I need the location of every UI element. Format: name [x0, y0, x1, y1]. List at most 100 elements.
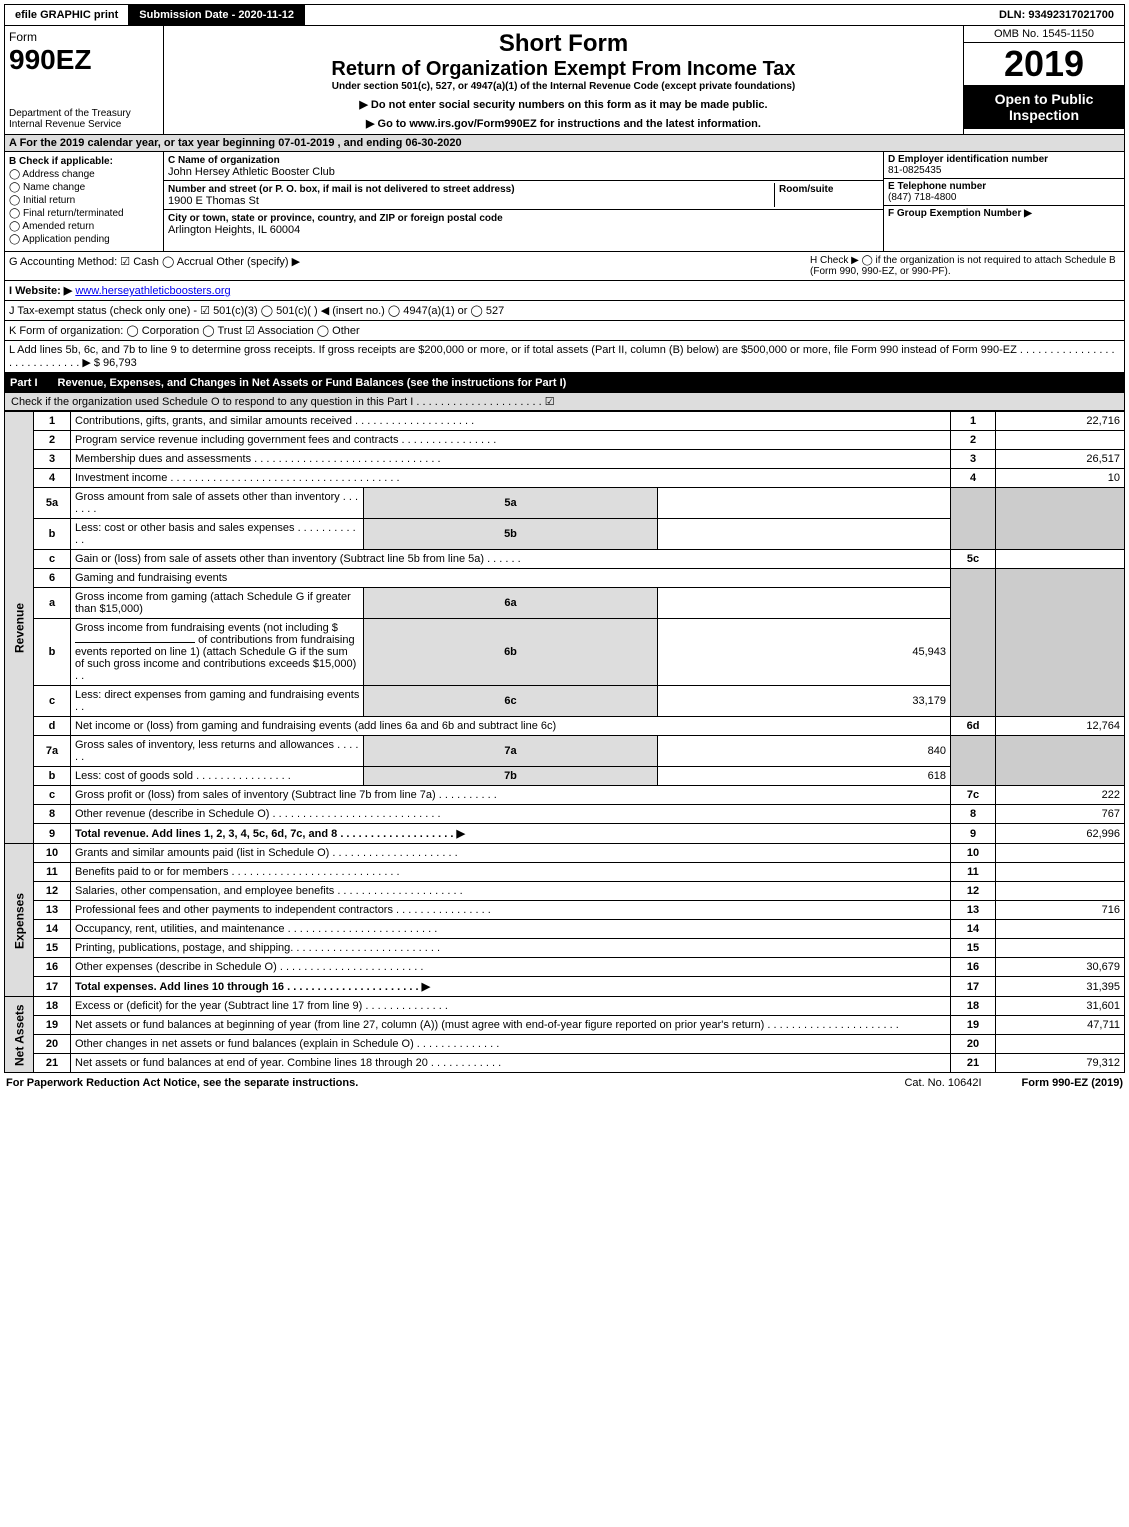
- line-15-amount: [996, 939, 1125, 958]
- part1-table: Revenue 1 Contributions, gifts, grants, …: [4, 411, 1125, 1073]
- line-16-num: 16: [34, 958, 71, 977]
- line-11-desc: Benefits paid to or for members . . . . …: [71, 863, 951, 882]
- check-application-pending[interactable]: ◯ Application pending: [9, 234, 159, 245]
- line-15-box: 15: [951, 939, 996, 958]
- line-13-desc: Professional fees and other payments to …: [71, 901, 951, 920]
- line-9-amount: 62,996: [996, 824, 1125, 844]
- form-number: 990EZ: [9, 44, 159, 76]
- line-6b-blank: [75, 642, 195, 643]
- line-5c-desc: Gain or (loss) from sale of assets other…: [71, 550, 951, 569]
- line-7c-box: 7c: [951, 786, 996, 805]
- line-5b-num: b: [34, 519, 71, 550]
- row-h-schedule-b: H Check ▶ ◯ if the organization is not r…: [810, 255, 1120, 277]
- entity-block: B Check if applicable: ◯ Address change …: [4, 152, 1125, 252]
- line-6a-amount: [657, 588, 950, 619]
- line-9-box: 9: [951, 824, 996, 844]
- line-10-desc: Grants and similar amounts paid (list in…: [71, 844, 951, 863]
- row-l-gross-receipts: L Add lines 5b, 6c, and 7b to line 9 to …: [5, 341, 1124, 372]
- website-link[interactable]: www.herseyathleticboosters.org: [75, 285, 230, 297]
- grey-6: [951, 569, 996, 717]
- line-7b-box: 7b: [364, 767, 657, 786]
- line-3-num: 3: [34, 450, 71, 469]
- line-3-amount: 26,517: [996, 450, 1125, 469]
- line-7c-num: c: [34, 786, 71, 805]
- line-7b-amount: 618: [657, 767, 950, 786]
- line-7a-desc: Gross sales of inventory, less returns a…: [71, 736, 364, 767]
- line-5a-num: 5a: [34, 488, 71, 519]
- part1-title: Revenue, Expenses, and Changes in Net As…: [58, 377, 567, 389]
- line-6a-box: 6a: [364, 588, 657, 619]
- netassets-section-label: Net Assets: [5, 997, 34, 1073]
- line-5c-box: 5c: [951, 550, 996, 569]
- line-9-desc: Total revenue. Add lines 1, 2, 3, 4, 5c,…: [71, 824, 951, 844]
- line-17-num: 17: [34, 977, 71, 997]
- line-1-amount: 22,716: [996, 412, 1125, 431]
- group-exemption-cell: F Group Exemption Number ▶: [884, 206, 1124, 221]
- line-20-amount: [996, 1035, 1125, 1054]
- line-19-amount: 47,711: [996, 1016, 1125, 1035]
- line-8-box: 8: [951, 805, 996, 824]
- line-5a-amount: [657, 488, 950, 519]
- line-7a-num: 7a: [34, 736, 71, 767]
- org-name-cell: C Name of organization John Hersey Athle…: [164, 152, 883, 181]
- line-14-num: 14: [34, 920, 71, 939]
- line-18-box: 18: [951, 997, 996, 1016]
- line-2-desc: Program service revenue including govern…: [71, 431, 951, 450]
- ein-cell: D Employer identification number 81-0825…: [884, 152, 1124, 179]
- line-13-num: 13: [34, 901, 71, 920]
- line-17-amount: 31,395: [996, 977, 1125, 997]
- website-label: I Website: ▶: [9, 285, 72, 297]
- line-21-box: 21: [951, 1054, 996, 1073]
- row-j-tax-exempt: J Tax-exempt status (check only one) - ☑…: [5, 301, 1124, 321]
- submission-date-button[interactable]: Submission Date - 2020-11-12: [129, 5, 305, 25]
- line-5b-desc: Less: cost or other basis and sales expe…: [71, 519, 364, 550]
- line-19-desc: Net assets or fund balances at beginning…: [71, 1016, 951, 1035]
- line-3-desc: Membership dues and assessments . . . . …: [71, 450, 951, 469]
- check-name-change[interactable]: ◯ Name change: [9, 182, 159, 193]
- department-label: Department of the Treasury Internal Reve…: [9, 108, 159, 130]
- line-6c-amount: 33,179: [657, 686, 950, 717]
- check-final-return[interactable]: ◯ Final return/terminated: [9, 208, 159, 219]
- line-11-box: 11: [951, 863, 996, 882]
- omb-number: OMB No. 1545-1150: [964, 26, 1124, 43]
- line-16-desc: Other expenses (describe in Schedule O) …: [71, 958, 951, 977]
- instruction-link: ▶ Go to www.irs.gov/Form990EZ for instru…: [168, 117, 959, 130]
- grey-5ab: [951, 488, 996, 550]
- line-10-num: 10: [34, 844, 71, 863]
- line-6c-box: 6c: [364, 686, 657, 717]
- line-11-num: 11: [34, 863, 71, 882]
- line-6-desc: Gaming and fundraising events: [71, 569, 951, 588]
- title-return: Return of Organization Exempt From Incom…: [168, 58, 959, 81]
- line-5b-amount: [657, 519, 950, 550]
- check-initial-return[interactable]: ◯ Initial return: [9, 195, 159, 206]
- efile-print-button[interactable]: efile GRAPHIC print: [5, 5, 129, 25]
- check-address-change[interactable]: ◯ Address change: [9, 169, 159, 180]
- line-5a-desc: Gross amount from sale of assets other t…: [71, 488, 364, 519]
- dln-label: DLN: 93492317021700: [989, 5, 1124, 25]
- line-12-amount: [996, 882, 1125, 901]
- line-20-num: 20: [34, 1035, 71, 1054]
- line-16-box: 16: [951, 958, 996, 977]
- city-value: Arlington Heights, IL 60004: [168, 224, 300, 236]
- phone-value: (847) 718-4800: [888, 192, 956, 203]
- page-footer: For Paperwork Reduction Act Notice, see …: [4, 1073, 1125, 1093]
- grey-5ab-amt: [996, 488, 1125, 550]
- form-header: Form 990EZ Department of the Treasury In…: [4, 26, 1125, 135]
- row-a-tax-year: A For the 2019 calendar year, or tax yea…: [4, 135, 1125, 152]
- header-center: Short Form Return of Organization Exempt…: [164, 26, 963, 134]
- line-2-box: 2: [951, 431, 996, 450]
- grey-7ab: [951, 736, 996, 786]
- row-g-accounting: G Accounting Method: ☑ Cash ◯ Accrual Ot…: [5, 252, 1124, 281]
- line-13-amount: 716: [996, 901, 1125, 920]
- check-amended-return[interactable]: ◯ Amended return: [9, 221, 159, 232]
- line-1-box: 1: [951, 412, 996, 431]
- phone-cell: E Telephone number (847) 718-4800: [884, 179, 1124, 206]
- line-6a-num: a: [34, 588, 71, 619]
- line-6b-desc: Gross income from fundraising events (no…: [71, 619, 364, 686]
- org-name-value: John Hersey Athletic Booster Club: [168, 166, 335, 178]
- line-12-num: 12: [34, 882, 71, 901]
- subtitle-section: Under section 501(c), 527, or 4947(a)(1)…: [168, 81, 959, 92]
- line-10-amount: [996, 844, 1125, 863]
- row-k-org-form: K Form of organization: ◯ Corporation ◯ …: [5, 321, 1124, 341]
- line-17-box: 17: [951, 977, 996, 997]
